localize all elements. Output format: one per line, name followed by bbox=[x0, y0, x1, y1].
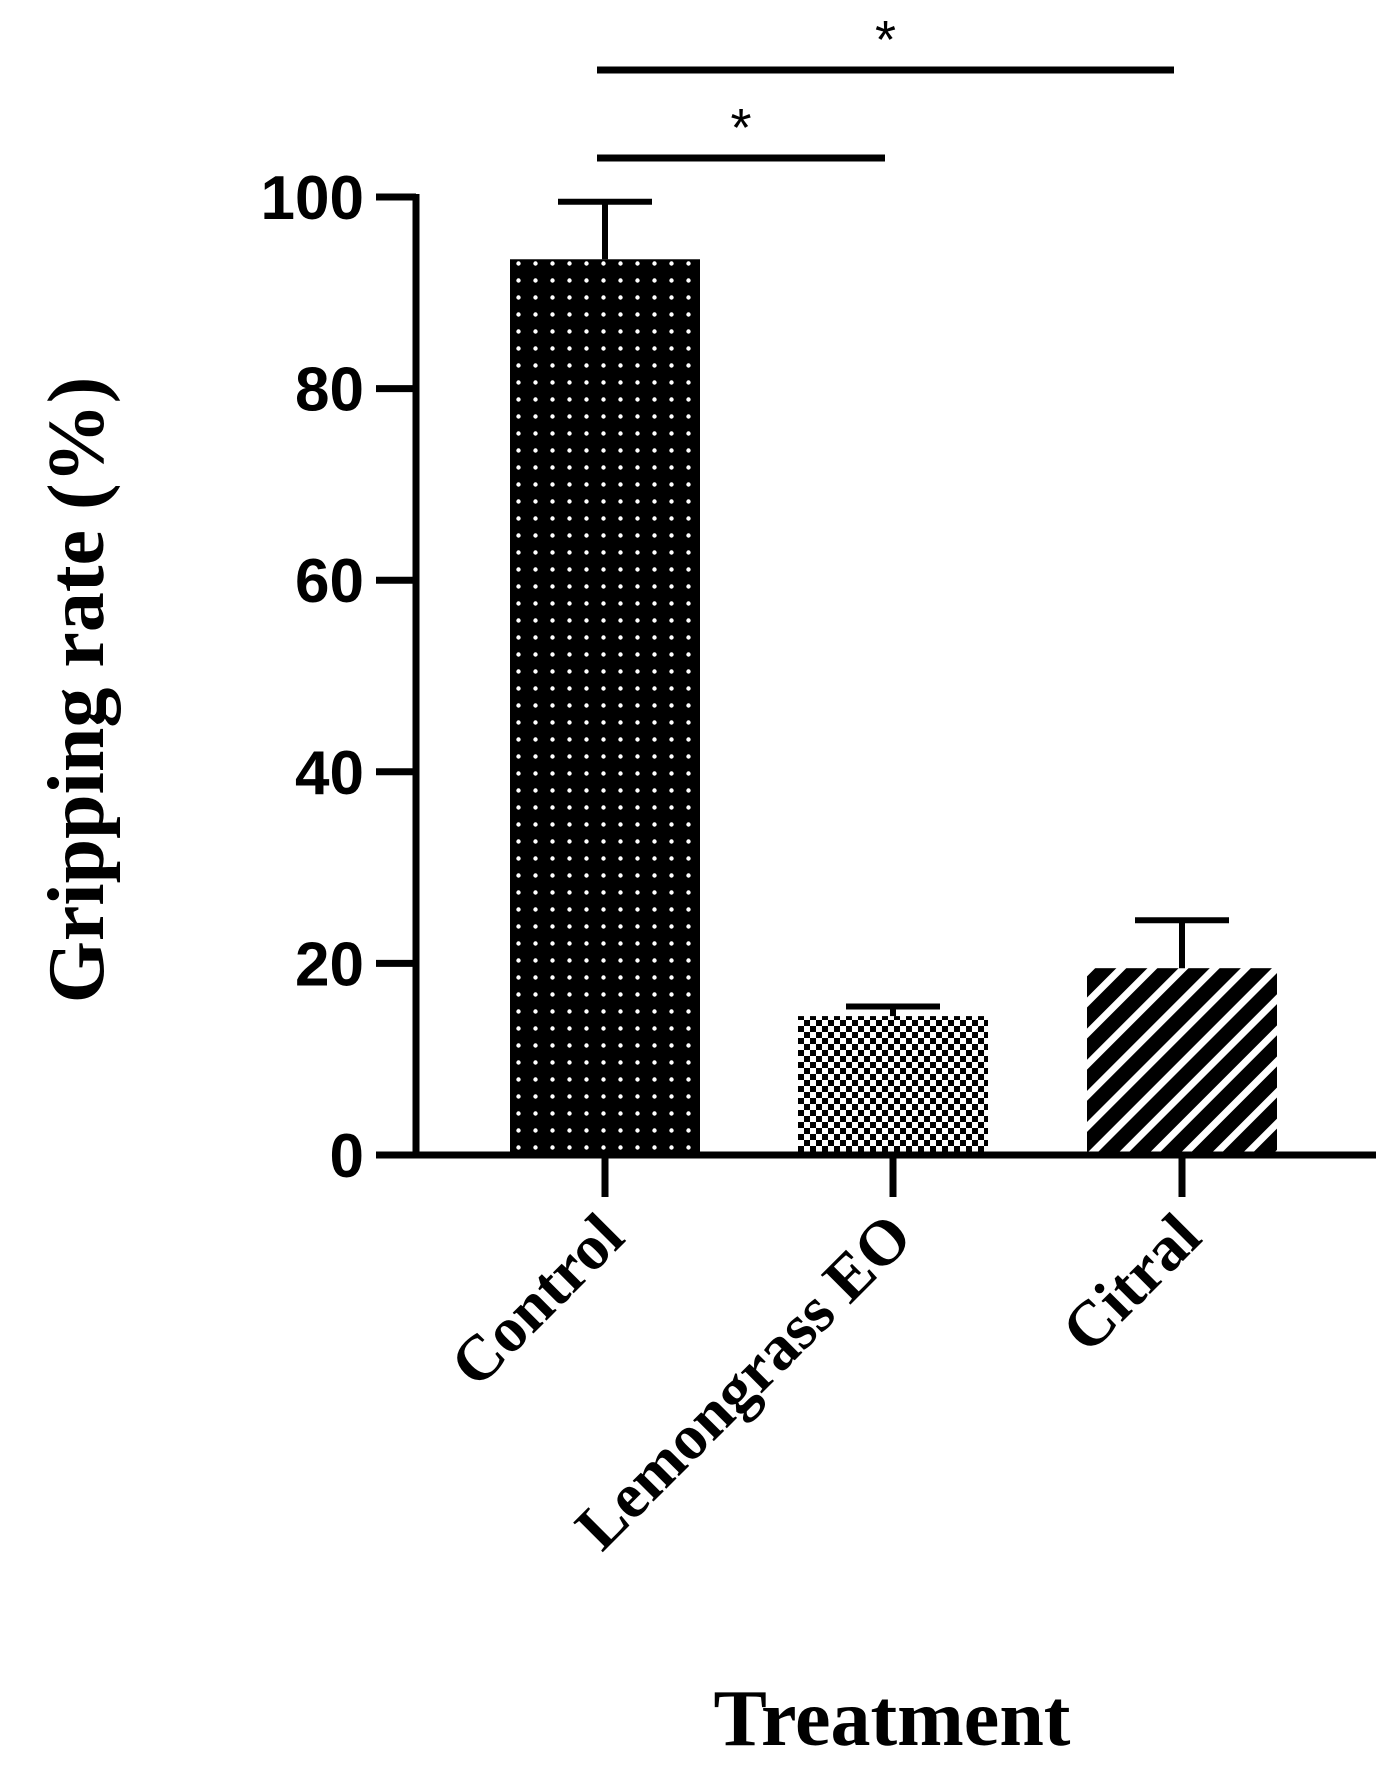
y-tick-label: 40 bbox=[295, 739, 364, 808]
bar-control bbox=[510, 259, 700, 1155]
x-tick-label: Citral bbox=[1048, 1200, 1214, 1366]
x-tick-label: Control bbox=[437, 1200, 637, 1400]
y-tick-label: 80 bbox=[295, 356, 364, 425]
y-tick-label: 60 bbox=[295, 547, 364, 616]
x-axis-label: Treatment bbox=[714, 1675, 1071, 1763]
significance-label: * bbox=[730, 98, 751, 158]
significance-label: * bbox=[875, 10, 896, 70]
y-tick-label: 20 bbox=[295, 930, 364, 999]
bar-lemongrass-eo bbox=[798, 1016, 988, 1155]
y-tick-label: 100 bbox=[261, 164, 364, 233]
y-axis-label: Gripping rate (%) bbox=[33, 377, 121, 1004]
y-tick-label: 0 bbox=[330, 1122, 364, 1191]
bar-citral bbox=[1087, 968, 1277, 1155]
